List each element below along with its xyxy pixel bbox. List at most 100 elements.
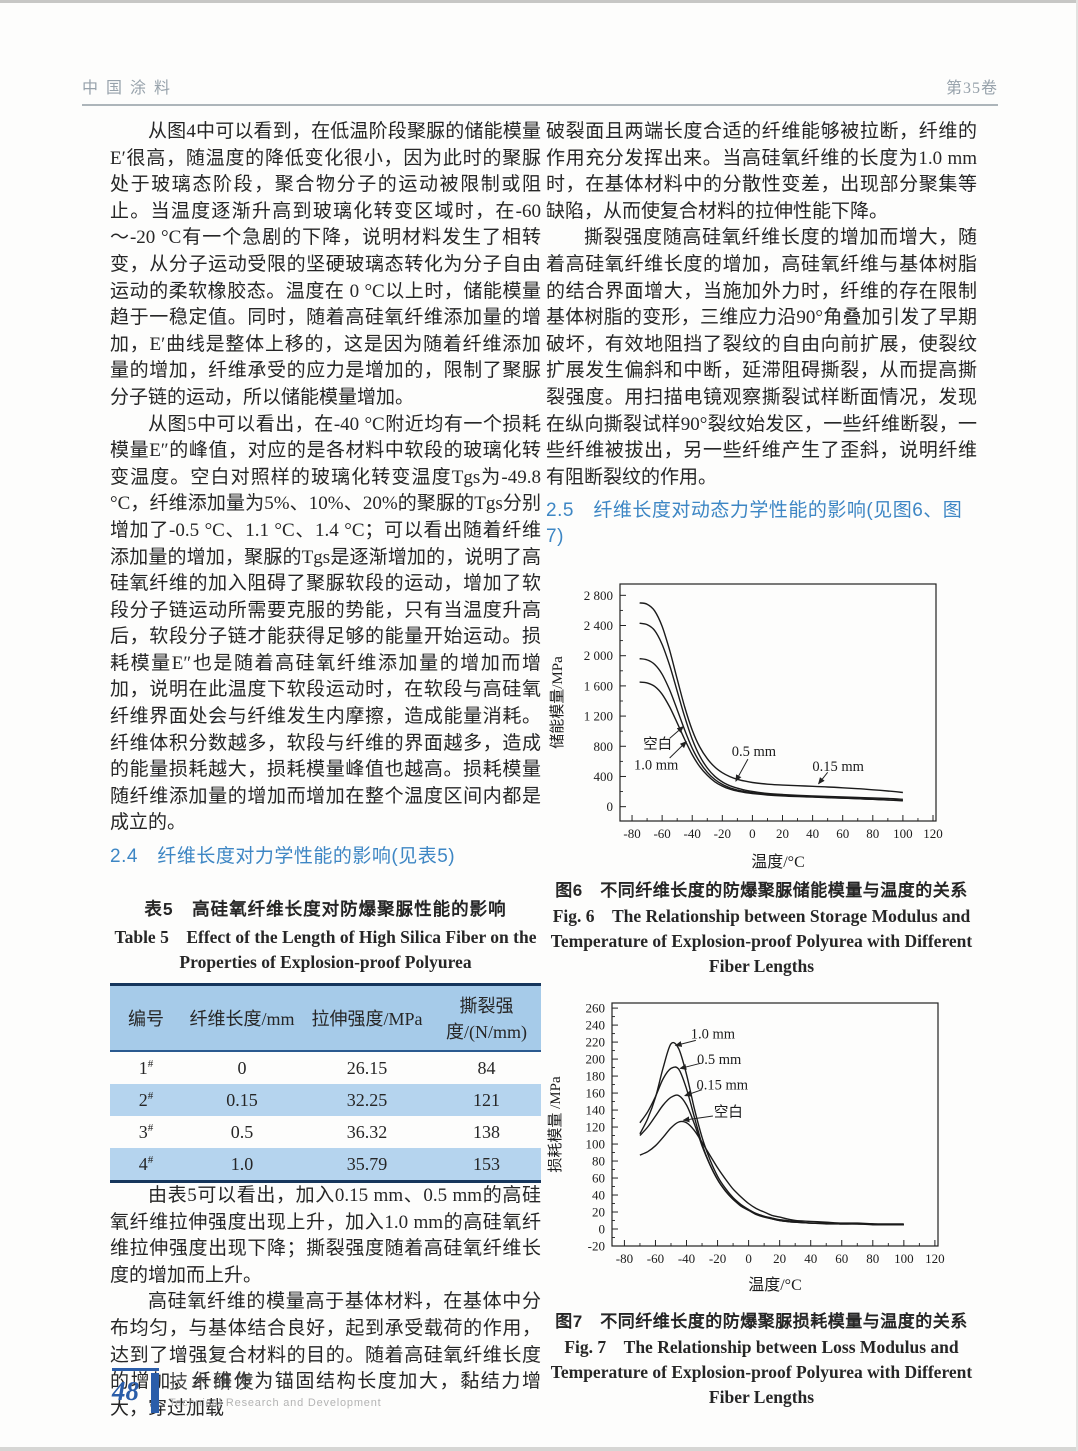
svg-text:400: 400 <box>594 769 614 784</box>
paragraph-table5-discussion: 由表5可以看出，加入0.15 mm、0.5 mm的高硅氧纤维拉伸强度出现上升，加… <box>110 1185 541 1286</box>
volume-label: 第35卷 <box>945 80 998 97</box>
table-cell: 4# <box>110 1148 182 1182</box>
svg-text:120: 120 <box>923 826 943 841</box>
paragraph-continuation: 破裂面且两端长度合适的纤维能够被拉断，纤维的作用充分发挥出来。当高硅氧纤维的长度… <box>546 121 977 222</box>
table-row: 2# 0.15 32.25 121 <box>110 1084 541 1117</box>
table-header-cell: 拉伸强度/MPa <box>302 984 432 1053</box>
page-header: 中国涂料 第35卷 <box>82 74 998 98</box>
right-column: 破裂面且两端长度合适的纤维能够被拉断，纤维的作用充分发挥出来。当高硅氧纤维的长度… <box>546 119 977 1410</box>
svg-text:储能模量/MPa: 储能模量/MPa <box>549 656 566 749</box>
svg-text:0: 0 <box>599 1222 606 1237</box>
svg-text:1 200: 1 200 <box>584 709 613 724</box>
table-cell: 0.15 <box>182 1084 302 1117</box>
table-row: 1# 0 26.15 84 <box>110 1051 541 1084</box>
page-number: 48 <box>112 1376 139 1406</box>
table-cell: 1.0 <box>182 1148 302 1182</box>
svg-text:-20: -20 <box>709 1251 726 1266</box>
page-footer: 48 技术研发 Technical Research and Developme… <box>112 1368 381 1413</box>
fig6-caption-en: Fig. 6 The Relationship between Storage … <box>550 906 973 977</box>
svg-text:800: 800 <box>594 739 614 754</box>
table-5: 编号 纤维长度/mm 拉伸强度/MPa 撕裂强度/(N/mm) 1# 0 26.… <box>110 983 541 1184</box>
svg-text:240: 240 <box>586 1018 606 1033</box>
table-cell: 36.32 <box>346 1121 388 1142</box>
svg-text:-80: -80 <box>616 1251 633 1266</box>
table-cell: 153 <box>432 1148 541 1182</box>
svg-text:80: 80 <box>592 1154 605 1169</box>
footer-section-en: Technical Research and Development <box>169 1397 382 1409</box>
svg-text:0.15 mm: 0.15 mm <box>812 759 864 775</box>
table-cell: 1# <box>138 1057 154 1078</box>
section-heading-2-5: 2.5 纤维长度对动态力学性能的影响(见图6、图7) <box>546 500 963 548</box>
table-cell: 32.25 <box>302 1084 432 1117</box>
svg-text:0: 0 <box>749 826 756 841</box>
svg-text:1 600: 1 600 <box>584 679 613 694</box>
svg-text:温度/°C: 温度/°C <box>751 853 805 871</box>
svg-text:2 800: 2 800 <box>584 588 613 603</box>
loss-modulus-chart: -80 -60 -40 -20 0 20 40 60 80 100 120 -20 0 20 40 60 80 1… <box>547 1001 945 1294</box>
svg-text:-40: -40 <box>678 1251 695 1266</box>
svg-text:100: 100 <box>586 1137 606 1152</box>
svg-text:60: 60 <box>836 826 849 841</box>
svg-text:100: 100 <box>893 826 913 841</box>
id-superscript: # <box>147 1121 154 1134</box>
svg-text:20: 20 <box>592 1205 605 1220</box>
table-cell: 121 <box>432 1084 541 1117</box>
table-cell: 3# <box>138 1121 154 1142</box>
table-header-cell: 纤维长度/mm <box>182 984 302 1053</box>
scan-edge-right <box>1076 0 1078 1451</box>
svg-text:120: 120 <box>925 1251 945 1266</box>
fig7-caption-en: Fig. 7 The Relationship between Loss Mod… <box>550 1337 973 1408</box>
svg-text:0.5 mm: 0.5 mm <box>732 744 777 760</box>
svg-text:140: 140 <box>586 1103 606 1118</box>
scan-edge-top <box>0 0 1078 3</box>
svg-text:空白: 空白 <box>714 1104 743 1121</box>
svg-text:-20: -20 <box>588 1239 605 1254</box>
journal-name: 中国涂料 <box>82 80 179 97</box>
svg-text:160: 160 <box>586 1086 606 1101</box>
svg-text:120: 120 <box>586 1120 606 1135</box>
svg-text:80: 80 <box>866 1251 879 1266</box>
paragraph-fiber-modulus: 高硅氧纤维的模量高于基体材料，在基体中分布均匀，与基体结合良好，起到承受载荷的作… <box>110 1291 541 1419</box>
svg-text:0.5 mm: 0.5 mm <box>697 1052 742 1068</box>
page-number-bar <box>151 1373 159 1413</box>
svg-text:60: 60 <box>592 1171 605 1186</box>
svg-text:0.15 mm: 0.15 mm <box>696 1078 748 1094</box>
table-cell: 0.5 <box>230 1121 254 1142</box>
svg-text:-60: -60 <box>653 826 670 841</box>
svg-text:2 000: 2 000 <box>584 649 613 664</box>
svg-text:100: 100 <box>894 1251 914 1266</box>
table-cell: 2# <box>110 1084 182 1117</box>
table-row: 3# 0.5 36.32 138 <box>110 1116 541 1148</box>
svg-text:20: 20 <box>776 826 789 841</box>
svg-text:-40: -40 <box>684 826 701 841</box>
table-header-cell: 撕裂强度/(N/mm) <box>432 984 541 1053</box>
table-cell: 84 <box>477 1057 496 1078</box>
svg-text:40: 40 <box>806 826 819 841</box>
svg-text:2 400: 2 400 <box>584 618 613 633</box>
svg-text:0: 0 <box>745 1251 752 1266</box>
table5-caption-zh: 表5 高硅氧纤维长度对防爆聚脲性能的影响 <box>144 899 507 920</box>
svg-text:1.0 mm: 1.0 mm <box>691 1027 736 1043</box>
svg-text:温度/°C: 温度/°C <box>748 1276 802 1294</box>
paragraph-storage-modulus: 从图4中可以看到，在低温阶段聚脲的储能模量E′很高，随温度的降低变化很小，因为此… <box>110 121 541 408</box>
table-row: 4# 1.0 35.79 153 <box>110 1148 541 1182</box>
table-cell: 35.79 <box>302 1148 432 1182</box>
svg-text:-20: -20 <box>714 826 731 841</box>
table-cell: 138 <box>473 1121 500 1142</box>
paragraph-tear-strength: 撕裂强度随高硅氧纤维长度的增加而增大，随着高硅氧纤维长度的增加，高硅氧纤维与基体… <box>546 227 977 488</box>
svg-text:60: 60 <box>835 1251 848 1266</box>
left-column: 从图4中可以看到，在低温阶段聚脲的储能模量E′很高，随温度的降低变化很小，因为此… <box>110 119 541 1422</box>
svg-text:20: 20 <box>773 1251 786 1266</box>
table-header-cell: 编号 <box>110 984 182 1053</box>
paragraph-loss-modulus: 从图5中可以看出，在-40 °C附近均有一个损耗模量E″的峰值，对应的是各材料中… <box>110 413 541 834</box>
table-cell: 26.15 <box>346 1057 388 1078</box>
svg-text:损耗模量 /MPa: 损耗模量 /MPa <box>547 1076 564 1173</box>
table-cell: 0 <box>237 1057 247 1078</box>
fig7-caption-zh: 图7 不同纤维长度的防爆聚脲损耗模量与温度的关系 <box>555 1312 968 1332</box>
footer-section-block: 技术研发 Technical Research and Development <box>169 1368 381 1409</box>
id-superscript: # <box>147 1153 154 1166</box>
svg-text:0: 0 <box>607 799 614 814</box>
svg-text:180: 180 <box>586 1069 606 1084</box>
svg-text:260: 260 <box>586 1001 606 1016</box>
